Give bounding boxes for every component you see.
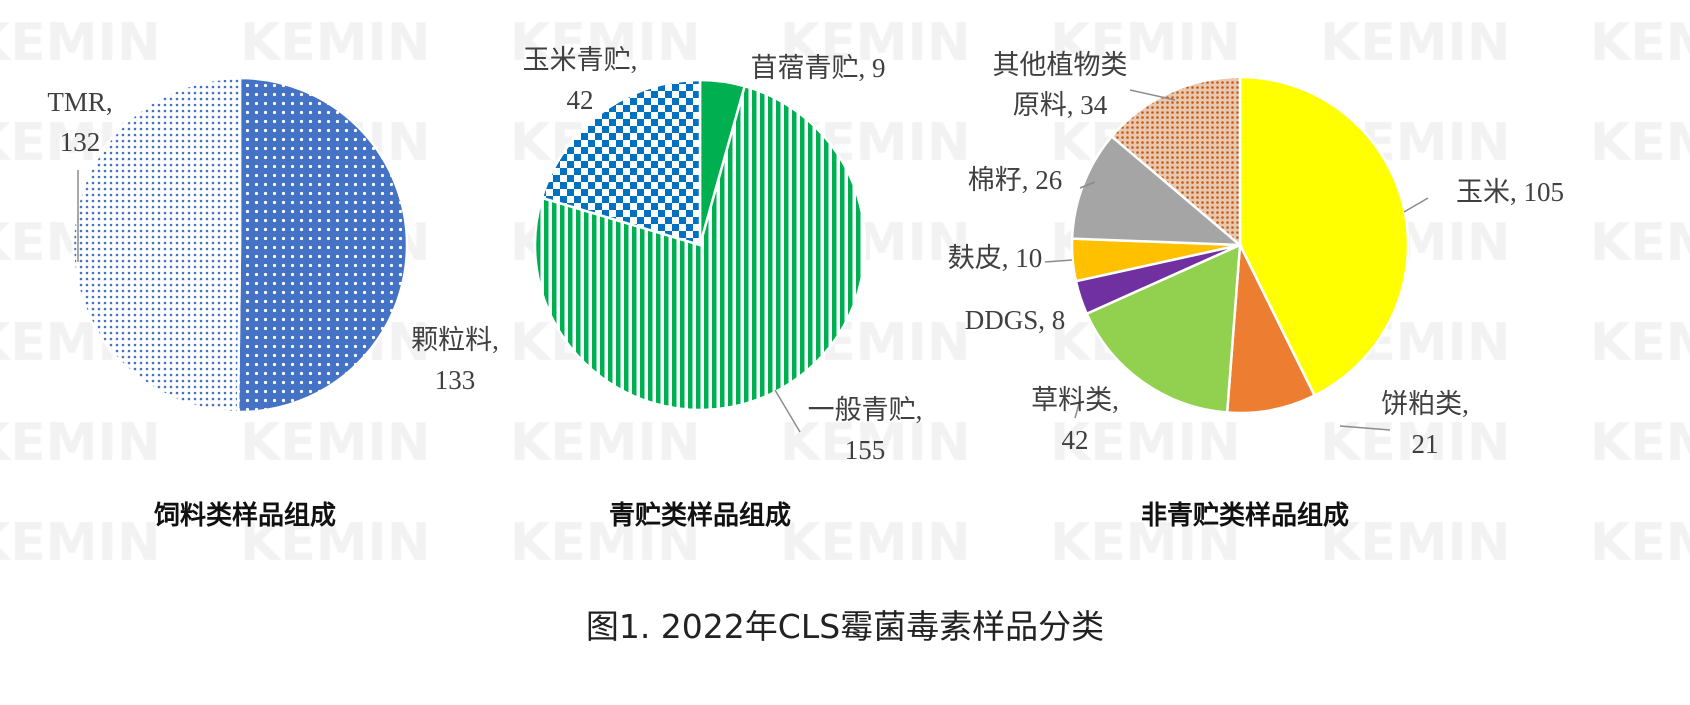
pie-slice — [1238, 75, 1410, 398]
data-label: TMR, 132 — [47, 87, 113, 157]
pie-slice — [1070, 134, 1244, 247]
leader-line — [1129, 89, 1176, 101]
pie-slice — [1085, 242, 1242, 414]
data-label: 饼粕类, 21 — [1381, 389, 1469, 459]
data-label: 草料类, 42 — [1031, 385, 1119, 455]
pie-slice — [71, 76, 242, 414]
leader-line — [1079, 181, 1096, 189]
data-label: 一般青贮, 155 — [807, 395, 923, 465]
chart-title-silage: 青贮类样品组成 — [608, 501, 792, 531]
figure-caption: 图1. 2022年CLS霉菌毒素样品分类 — [585, 607, 1105, 646]
leader-line — [1074, 399, 1081, 419]
pie-slice — [533, 84, 867, 412]
data-label: 其他植物类原料, 34 — [992, 50, 1128, 120]
chart-title-non-silage: 非青贮类样品组成 — [1140, 501, 1350, 531]
pie-slice — [1110, 75, 1242, 248]
data-label: 玉米, 105 — [1456, 177, 1564, 207]
leader-line — [774, 389, 801, 433]
pie-slice — [1225, 240, 1317, 415]
data-label: 苜蓿青贮, 9 — [750, 53, 886, 83]
chart-title-feed: 饲料类样品组成 — [153, 501, 337, 531]
pie-slice — [540, 78, 702, 247]
data-label: 颗粒料, 133 — [411, 325, 499, 395]
data-label: 玉米青贮, 42 — [522, 45, 638, 115]
leader-line — [1044, 259, 1073, 263]
leader-line — [1339, 425, 1391, 431]
data-label: DDGS, 8 — [964, 305, 1066, 335]
pie-slice — [236, 76, 409, 414]
data-label: 麸皮, 10 — [947, 243, 1043, 273]
leader-line — [1403, 197, 1429, 213]
data-label: 棉籽, 26 — [967, 165, 1063, 195]
